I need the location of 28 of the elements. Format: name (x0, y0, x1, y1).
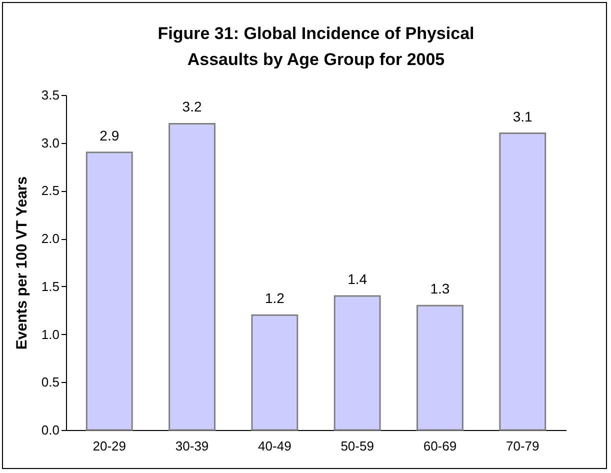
y-tick-label: 1.0 (41, 326, 60, 342)
chart-title: Figure 31: Global Incidence of Physical Assaults by Age Group for 2005 (158, 24, 474, 69)
bar (499, 132, 546, 431)
bar (168, 122, 216, 431)
x-tick-label: 60-69 (423, 438, 457, 454)
y-axis-title: Events per 100 VT Years (13, 176, 30, 350)
x-tick-label: 40-49 (258, 438, 292, 454)
y-tick-label: 0.0 (41, 422, 60, 438)
y-tick-label: 0.5 (41, 374, 60, 390)
bar (251, 314, 298, 431)
y-tick-label: 1.5 (41, 278, 60, 294)
data-label: 3.1 (512, 108, 533, 124)
y-tick-label: 3.0 (41, 135, 60, 150)
bar (86, 152, 133, 431)
x-tick-label: 20-29 (92, 438, 126, 454)
data-label: 1.4 (348, 271, 368, 287)
x-tick-label: 70-79 (506, 438, 540, 454)
y-tick-label: 2.0 (41, 231, 60, 246)
x-tick-label: 50-59 (340, 438, 374, 454)
bar (334, 295, 381, 431)
bar (416, 304, 464, 431)
data-label: 3.2 (182, 98, 202, 115)
data-label: 1.3 (430, 280, 450, 297)
data-label: 2.9 (100, 127, 120, 144)
y-tick-label: 2.5 (41, 183, 60, 198)
x-tick-label: 30-39 (175, 438, 209, 454)
data-label: 1.2 (264, 290, 285, 306)
y-tick-label: 3.5 (41, 88, 60, 102)
